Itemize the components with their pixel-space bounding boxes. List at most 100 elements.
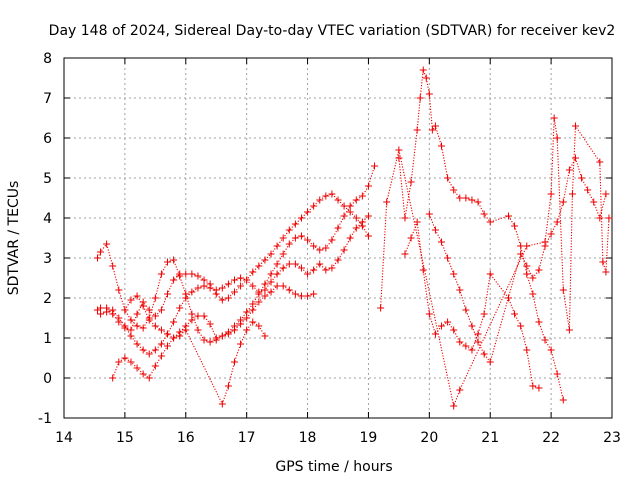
- data-point: [145, 350, 153, 358]
- data-point: [322, 192, 330, 200]
- data-point: [237, 320, 245, 328]
- data-point: [438, 238, 446, 246]
- data-point: [243, 326, 251, 334]
- data-point: [565, 326, 573, 334]
- data-point: [535, 384, 543, 392]
- x-tick-label: 19: [360, 430, 378, 446]
- data-point: [346, 208, 354, 216]
- data-point: [590, 198, 598, 206]
- y-tick-label: 0: [43, 371, 52, 387]
- data-point: [255, 298, 263, 306]
- data-point: [584, 186, 592, 194]
- data-point: [553, 134, 561, 142]
- data-point: [413, 126, 421, 134]
- data-point: [127, 358, 135, 366]
- data-point: [194, 284, 202, 292]
- data-point: [401, 250, 409, 258]
- data-point: [93, 254, 101, 262]
- data-point: [249, 282, 257, 290]
- y-tick-label: 6: [43, 131, 52, 147]
- data-point: [310, 242, 318, 250]
- data-point: [297, 292, 305, 300]
- data-point: [157, 352, 165, 360]
- data-point: [523, 242, 531, 250]
- data-point: [139, 346, 147, 354]
- data-point: [139, 370, 147, 378]
- data-point: [334, 256, 342, 264]
- series-track-c: [97, 212, 372, 358]
- data-point: [151, 312, 159, 320]
- data-point: [194, 326, 202, 334]
- data-point: [529, 274, 537, 282]
- data-point: [164, 258, 172, 266]
- data-point: [182, 326, 190, 334]
- data-point: [468, 346, 476, 354]
- data-point: [230, 326, 238, 334]
- data-point: [425, 210, 433, 218]
- y-tick-label: 4: [43, 211, 52, 227]
- series-track-g: [401, 218, 543, 392]
- series-track-d: [109, 282, 318, 382]
- data-point: [334, 196, 342, 204]
- data-point: [364, 212, 372, 220]
- data-point: [164, 290, 172, 298]
- data-point: [456, 338, 464, 346]
- series-trace: [428, 156, 607, 364]
- data-point: [194, 312, 202, 320]
- data-point: [188, 316, 196, 324]
- plot-frame: [63, 57, 613, 419]
- data-point: [285, 226, 293, 234]
- data-point: [456, 386, 464, 394]
- data-point: [334, 224, 342, 232]
- series-track-b: [93, 162, 379, 346]
- data-point: [444, 254, 452, 262]
- data-point: [218, 400, 226, 408]
- data-point: [133, 322, 141, 330]
- data-point: [261, 332, 269, 340]
- x-tick-label: 20: [420, 430, 438, 446]
- data-point: [310, 266, 318, 274]
- data-point: [547, 346, 555, 354]
- y-tick-label: 5: [43, 171, 52, 187]
- data-point: [395, 146, 403, 154]
- series-trace: [97, 165, 376, 343]
- data-point: [157, 270, 165, 278]
- data-point: [115, 286, 123, 294]
- data-point: [468, 322, 476, 330]
- data-point: [224, 330, 232, 338]
- data-point: [480, 350, 488, 358]
- data-point: [127, 296, 135, 304]
- data-point: [553, 370, 561, 378]
- data-point: [340, 246, 348, 254]
- data-point: [377, 304, 385, 312]
- data-point: [328, 264, 336, 272]
- data-point: [243, 308, 251, 316]
- data-point: [535, 318, 543, 326]
- data-point: [206, 320, 214, 328]
- series-track-e: [121, 292, 269, 408]
- data-point: [182, 294, 190, 302]
- data-point: [297, 214, 305, 222]
- series-track-f: [395, 66, 567, 404]
- data-point: [279, 264, 287, 272]
- data-point: [444, 318, 452, 326]
- data-point: [462, 306, 470, 314]
- data-point: [139, 324, 147, 332]
- data-point: [416, 94, 424, 102]
- series-layer: [93, 66, 613, 410]
- data-point: [139, 302, 147, 310]
- data-point: [322, 266, 330, 274]
- data-point: [261, 256, 269, 264]
- data-point: [517, 242, 525, 250]
- data-point: [291, 260, 299, 268]
- data-point: [121, 306, 129, 314]
- data-point: [383, 198, 391, 206]
- data-point: [176, 332, 184, 340]
- x-tick-label: 14: [55, 430, 73, 446]
- data-point: [157, 326, 165, 334]
- data-point: [279, 250, 287, 258]
- data-point: [310, 290, 318, 298]
- data-point: [550, 114, 558, 122]
- data-point: [151, 362, 159, 370]
